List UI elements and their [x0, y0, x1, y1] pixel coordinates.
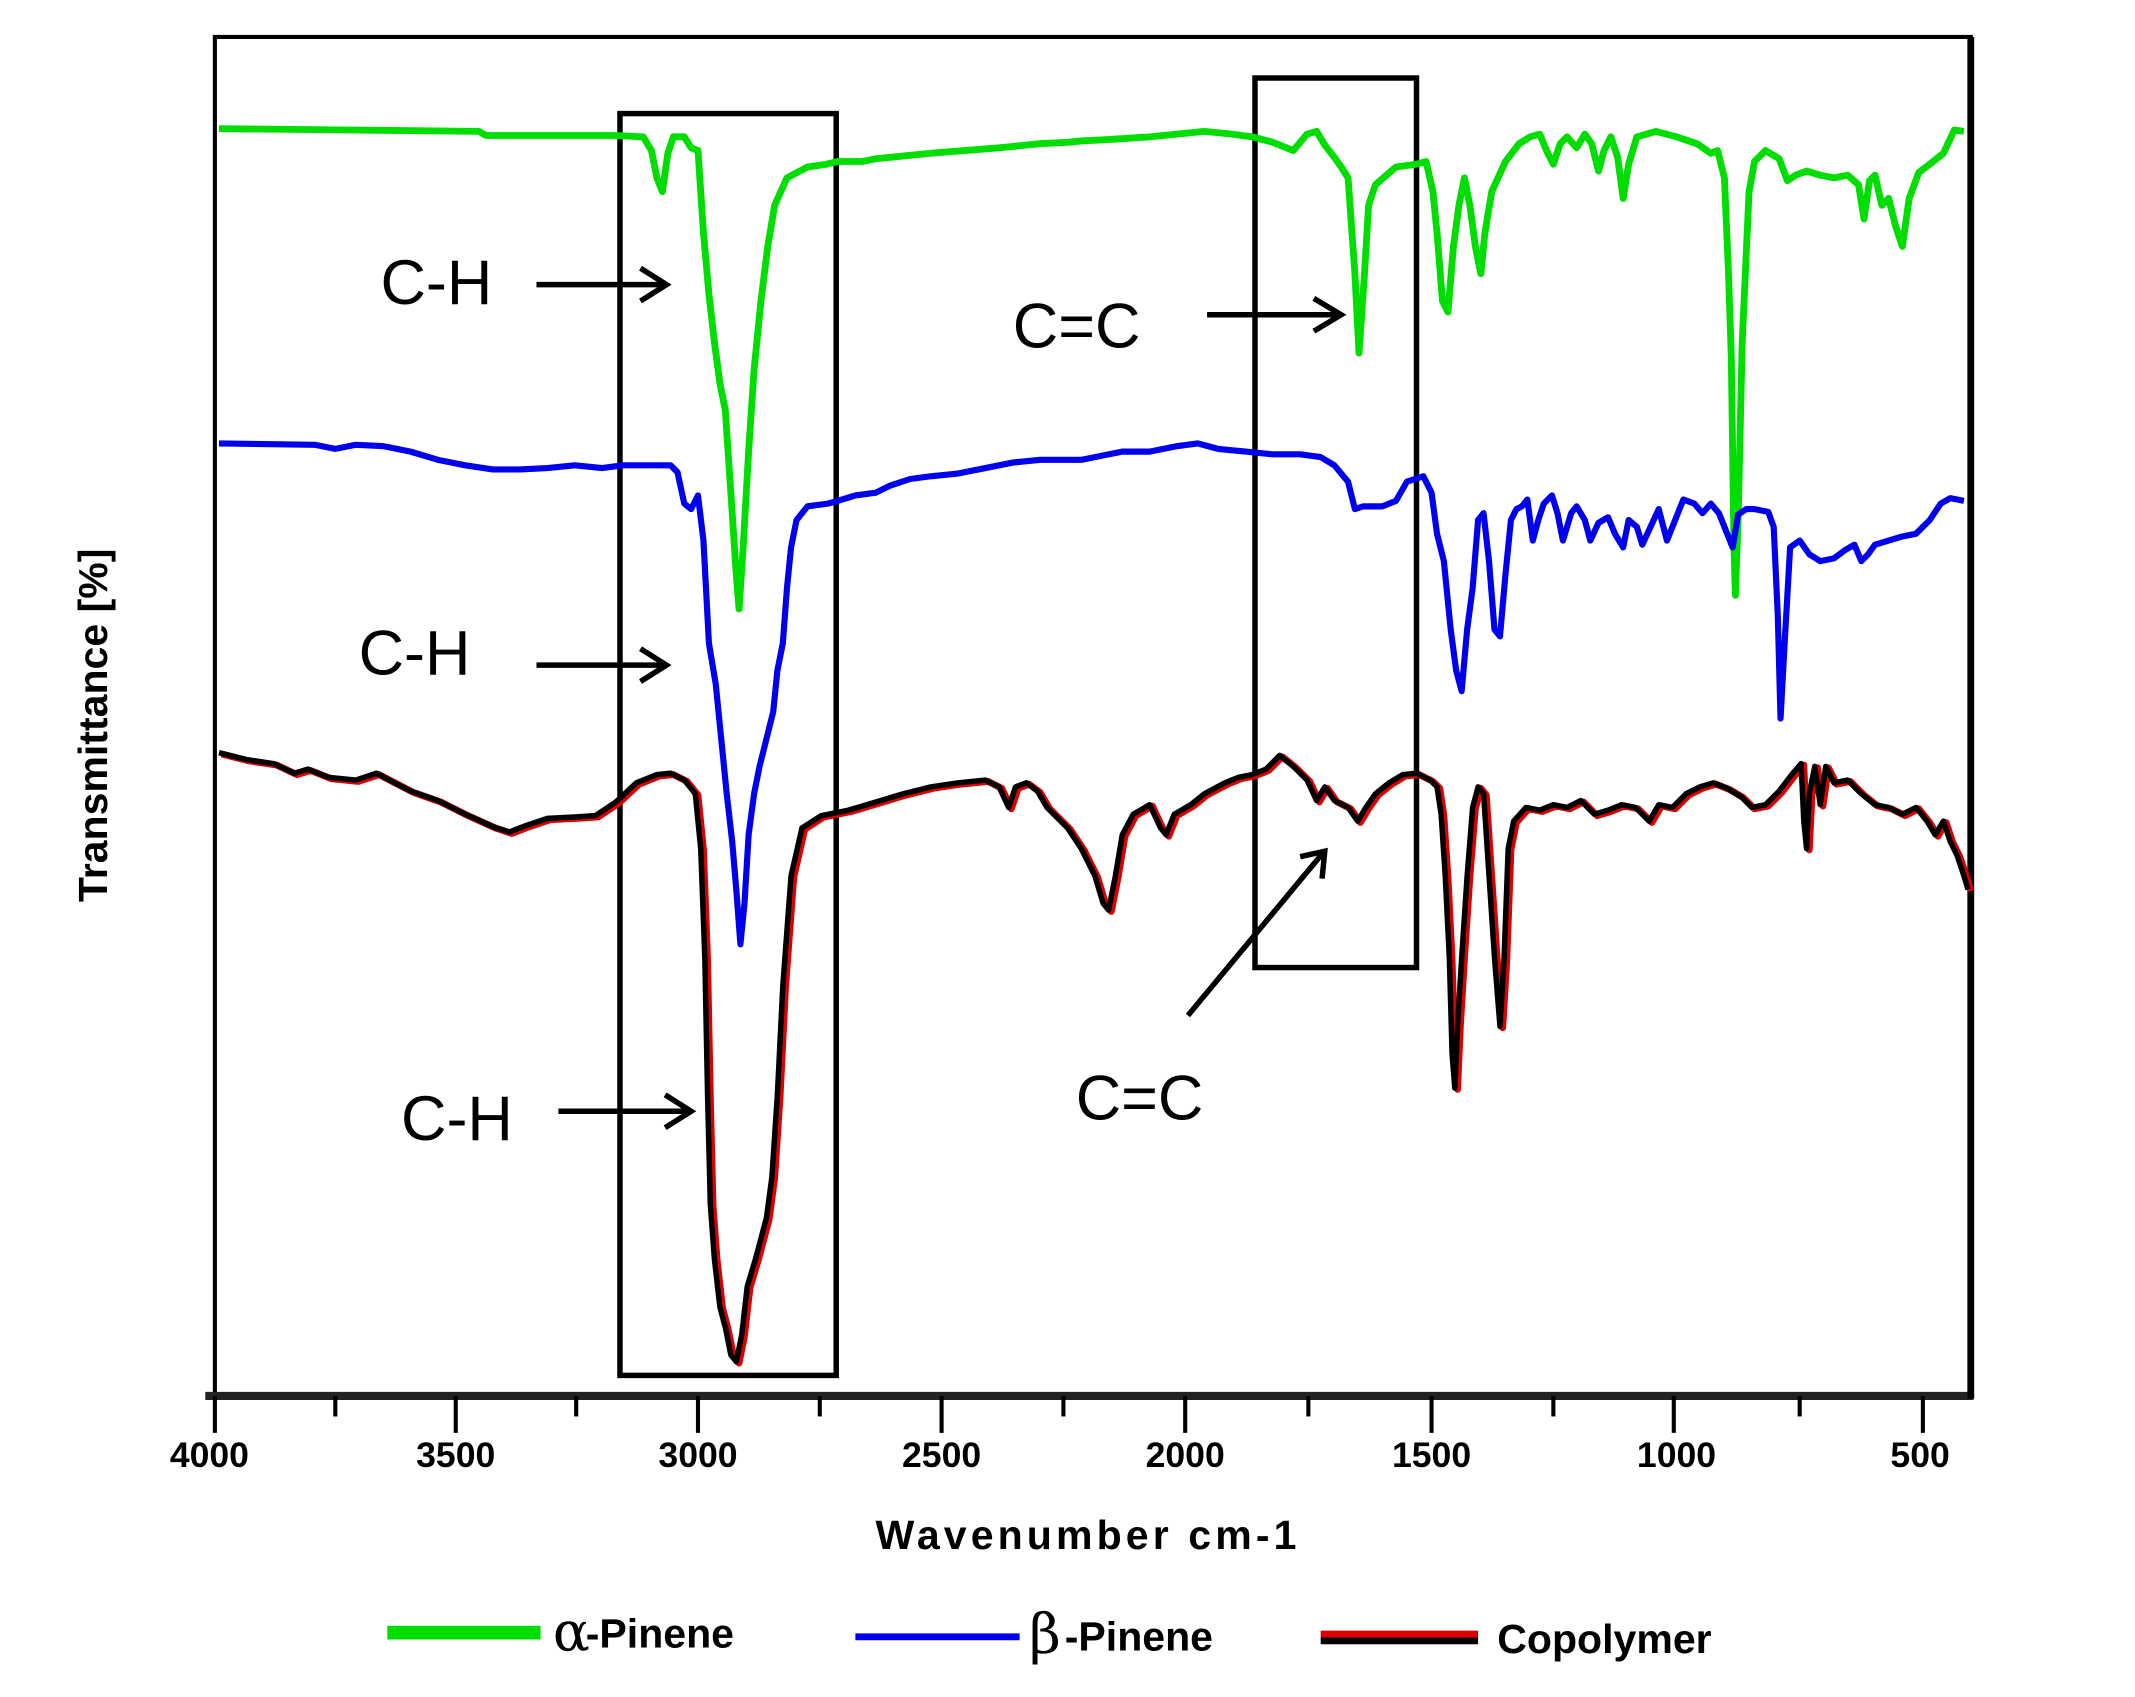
- arrow-head-icon: [663, 1092, 697, 1130]
- annotation-ch-alpha: C-H: [380, 248, 672, 318]
- legend-item-beta-pinene: β -Pinene: [855, 1602, 1213, 1666]
- arrow-head-icon: [1312, 295, 1347, 334]
- tick-label-2000: 2000: [1146, 1435, 1225, 1475]
- ch-label-alpha: C-H: [380, 248, 492, 318]
- arrow-head-icon: [1299, 847, 1328, 879]
- x-axis-title: Wavenumber cm-1: [876, 1512, 1301, 1558]
- tick-label-3000: 3000: [658, 1435, 737, 1475]
- plot-frame: [212, 34, 1973, 1398]
- x-axis-ticks: [212, 1395, 1925, 1433]
- arrow-head-icon: [639, 265, 672, 304]
- tick-label-4000: 4000: [170, 1435, 249, 1475]
- annotation-ch-copolymer: C-H: [401, 1084, 697, 1154]
- cc-label-alpha: C=C: [1013, 292, 1141, 362]
- annotation-cc-alpha: C=C: [1013, 292, 1347, 362]
- beta-symbol: β: [1029, 1602, 1061, 1666]
- ch-region-box: [617, 110, 839, 1379]
- beta-pinene-trace: [218, 440, 1965, 948]
- annotation-ch-beta: C-H: [359, 619, 672, 689]
- alpha-pinene-trace: [218, 125, 1965, 613]
- ch-label-copolymer: C-H: [401, 1084, 513, 1154]
- arrow-head-icon: [639, 646, 672, 684]
- tick-label-3500: 3500: [416, 1435, 495, 1475]
- cc-region-box: [1252, 75, 1420, 971]
- cc-label-copolymer: C=C: [1076, 1063, 1204, 1133]
- ch-label-beta: C-H: [359, 619, 471, 689]
- legend: α -Pinene β -Pinene Copolymer: [387, 1599, 1712, 1666]
- legend-label-alpha-pinene: -Pinene: [586, 1611, 734, 1657]
- alpha-symbol: α: [553, 1599, 590, 1663]
- annotation-cc-copolymer: C=C: [1076, 847, 1328, 1133]
- tick-label-500: 500: [1890, 1435, 1949, 1475]
- tick-label-2500: 2500: [902, 1435, 981, 1475]
- legend-item-alpha-pinene: α -Pinene: [387, 1599, 734, 1663]
- copolymer-trace-shadow: [220, 750, 1975, 1367]
- legend-label-copolymer: Copolymer: [1497, 1616, 1711, 1662]
- legend-item-copolymer: Copolymer: [1320, 1616, 1712, 1662]
- tick-label-1000: 1000: [1637, 1435, 1716, 1475]
- y-axis-title: Transmittance [%]: [70, 549, 116, 903]
- tick-label-1500: 1500: [1392, 1435, 1471, 1475]
- x-axis-tick-labels: 4000 3500 3000 2500 2000 1500 1000 500: [170, 1435, 1950, 1475]
- copolymer-trace: [218, 750, 1971, 1365]
- legend-label-beta-pinene: -Pinene: [1065, 1613, 1213, 1659]
